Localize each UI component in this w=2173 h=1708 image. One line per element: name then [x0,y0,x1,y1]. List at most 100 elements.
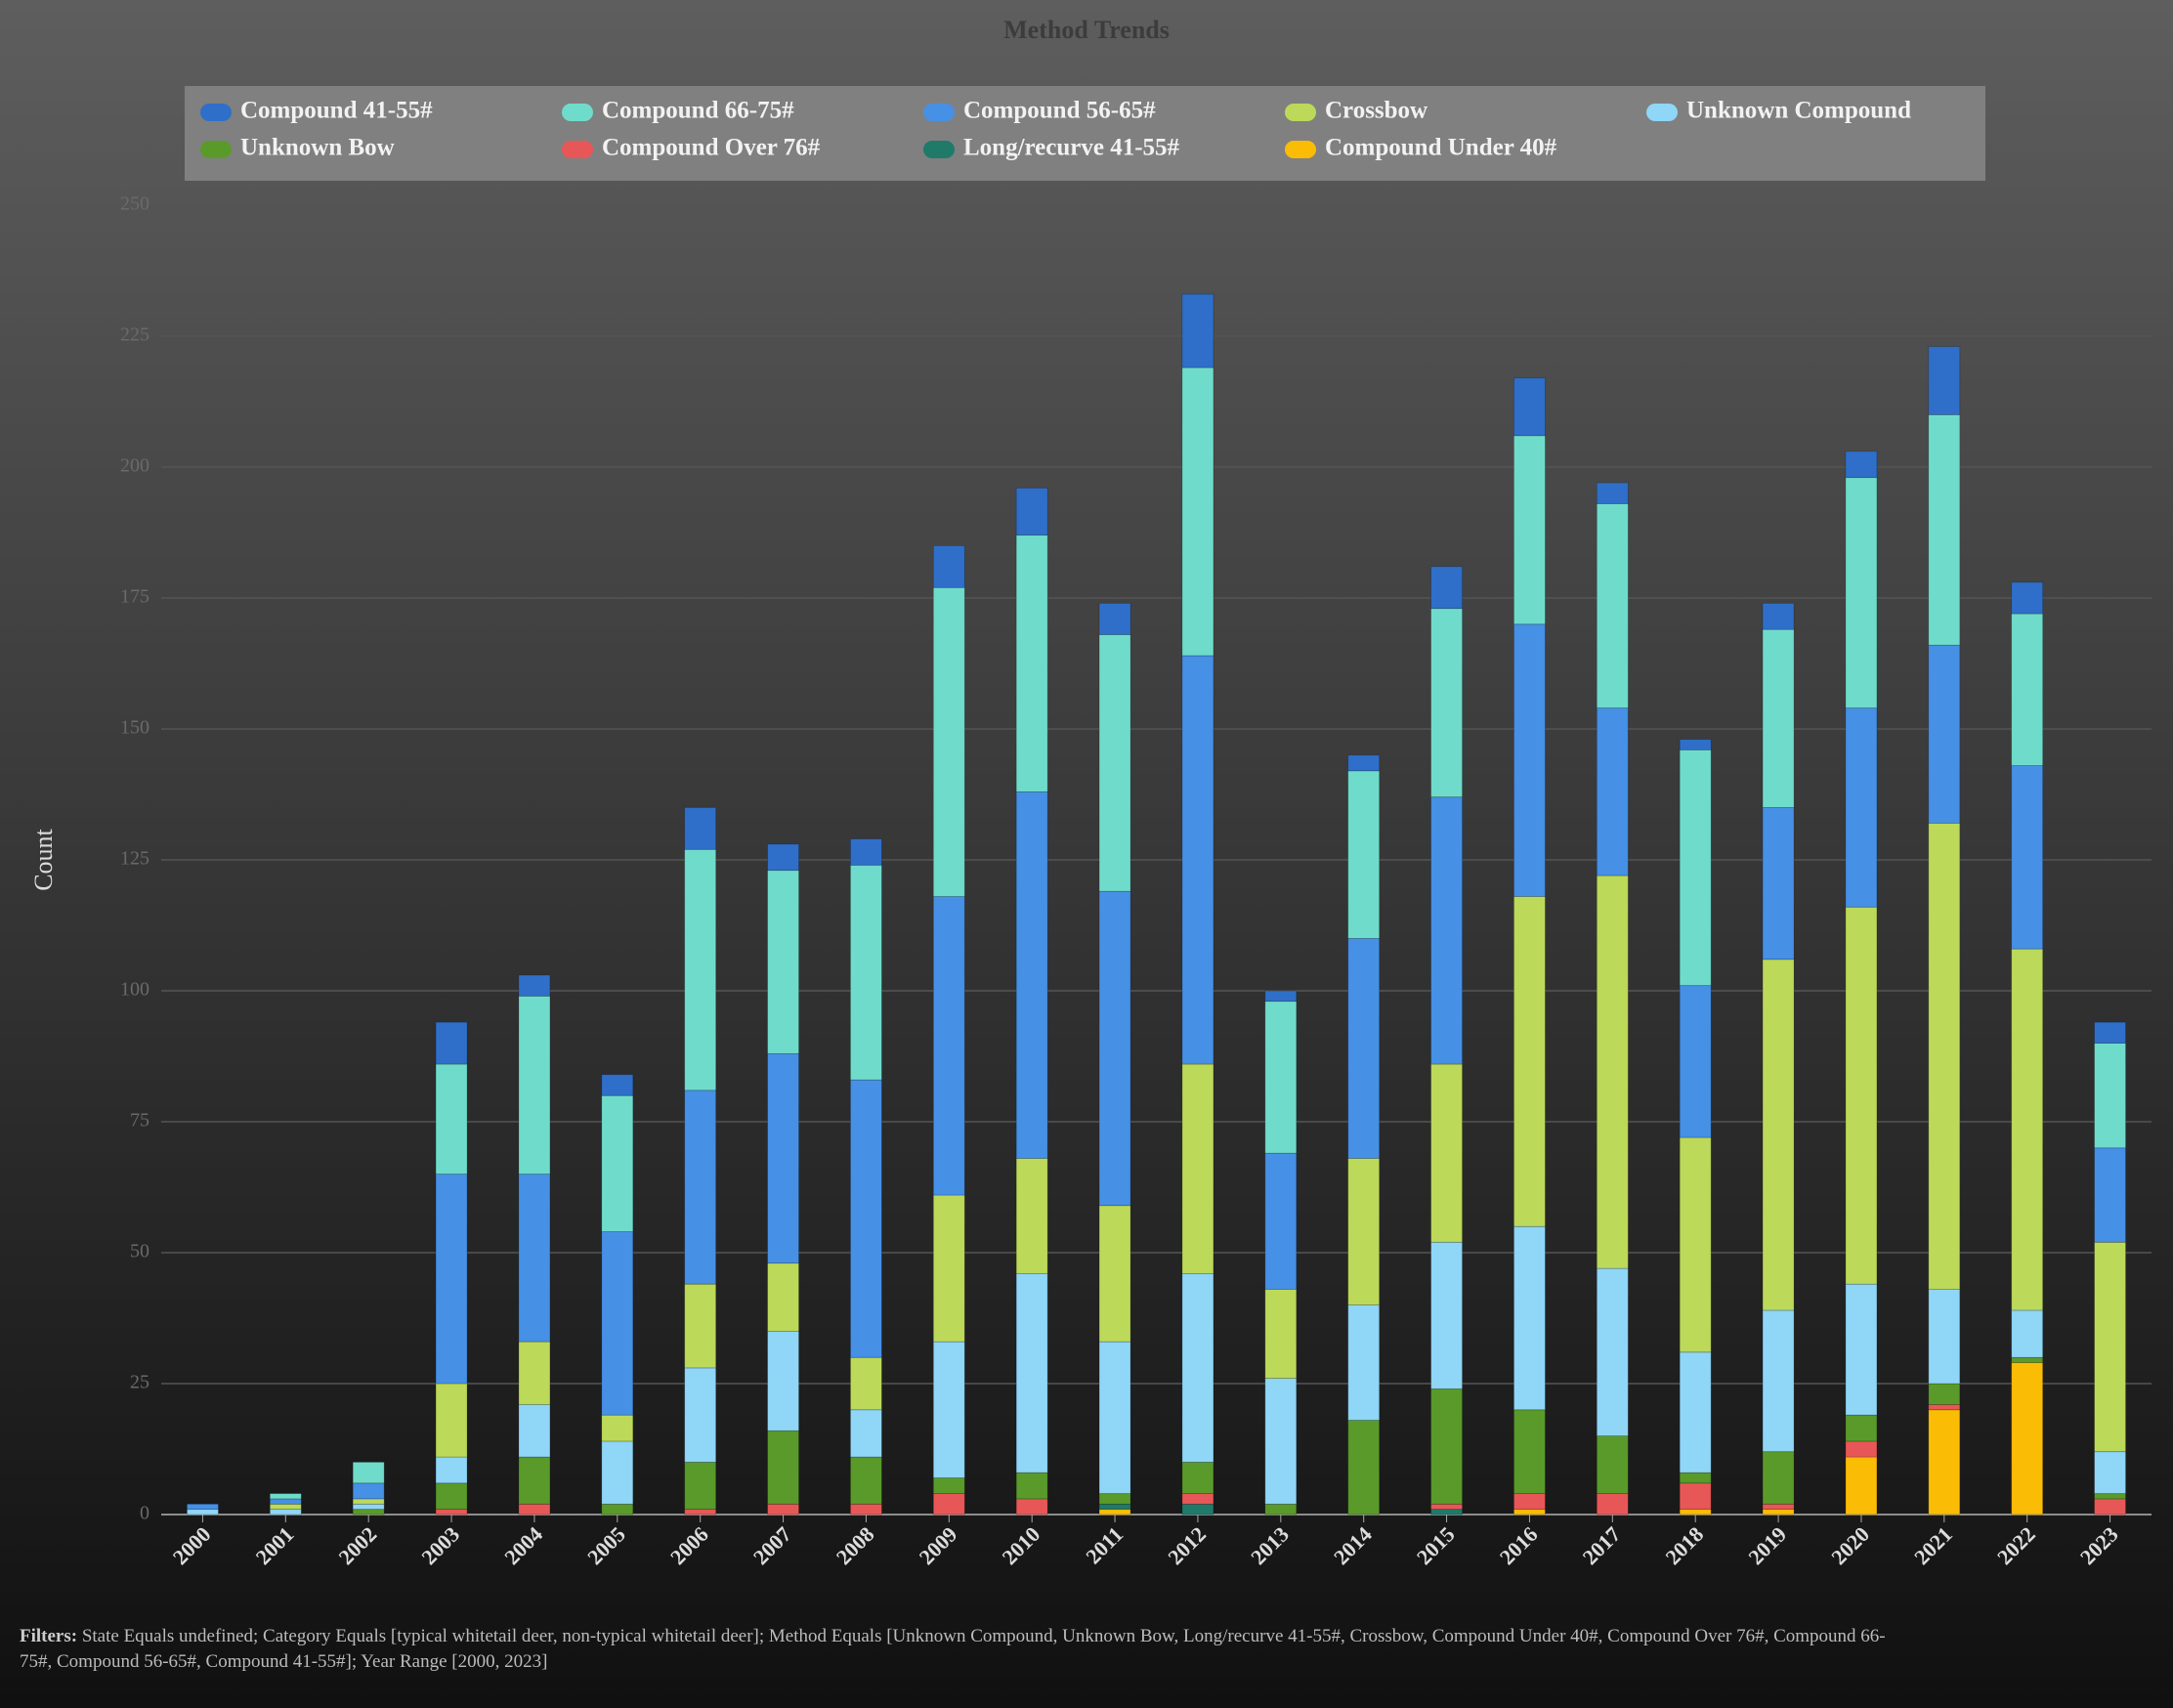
bar-segment [2011,613,2044,766]
y-tick-label: 75 [130,1110,149,1132]
bar-segment [767,1052,799,1264]
bar-segment [1181,1273,1214,1463]
x-tick-label: 2019 [1743,1521,1791,1569]
x-tick-label: 2011 [1081,1521,1128,1568]
bar-segment [1513,1225,1546,1411]
legend-label: Compound 56-65# [963,98,1156,124]
bar-segment [1347,938,1381,1159]
bar-segment [1762,959,1795,1311]
bar-segment [850,838,882,866]
x-tick-label: 2016 [1495,1521,1543,1569]
bar-segment [767,1262,799,1332]
chart: Method Trends Count 0 25 50 75 100 125 150 175 2… [29,16,2152,1569]
bar-segment [352,1498,385,1505]
bar-segment [850,1503,882,1516]
bar-segment [1430,1388,1463,1505]
x-tick-label: 2018 [1661,1521,1709,1569]
bar-segment [1596,1435,1629,1494]
bar-segment [435,1509,468,1516]
y-tick-label: 50 [130,1241,149,1262]
x-tick-label: 2007 [748,1521,796,1569]
bar-segment [1845,450,1878,479]
bar-segment [684,1462,717,1511]
x-tick-label: 2004 [499,1521,547,1569]
bar-segment [1098,602,1131,635]
bar-segment [1762,807,1795,961]
bar-segment [269,1498,302,1505]
bar-segment [1015,534,1048,792]
bar-segment [1347,1420,1381,1516]
bar-segment [1513,377,1546,437]
bar-segment [352,1503,385,1511]
bar-segment [518,1456,551,1505]
bar-segment [1347,1304,1381,1421]
bar-segment [1430,1503,1463,1511]
bar-segment [1181,366,1214,657]
bar-segment [1098,1341,1131,1494]
y-tick-label: 150 [120,717,149,739]
x-tick-label: 2022 [1992,1521,2040,1569]
bar-segment [269,1509,302,1516]
bar-segment [1015,488,1048,536]
bar-segment [1596,875,1629,1269]
x-tick-label: 2000 [168,1521,216,1569]
legend-label: Crossbow [1325,98,1427,124]
chart-title: Method Trends [1003,16,1170,44]
bar-segment [767,870,799,1054]
bar-segment [2011,1362,2044,1516]
y-tick-label: 100 [120,979,149,1001]
bar-segment [1762,1451,1795,1505]
bar-segment [1596,1493,1629,1516]
bar-segment [1596,482,1629,504]
bar-segment [1596,707,1629,876]
bar-segment [1264,1289,1298,1380]
bar-segment [1679,1509,1712,1516]
bar-segment [1098,1205,1131,1343]
x-tick-label: 2003 [416,1521,464,1569]
x-tick-label: 2005 [582,1521,630,1569]
bar-segment [269,1503,302,1511]
legend-swatch [923,141,955,158]
bar-segment [767,1331,799,1431]
bar-segment [352,1509,385,1516]
y-axis-label: Count [29,828,58,890]
x-tick-label: 2017 [1578,1521,1626,1569]
legend-swatch [1646,104,1678,121]
y-tick-label: 0 [140,1503,149,1524]
bar-segment [435,1383,468,1458]
bar-segment [187,1509,219,1516]
legend-label: Compound 66-75# [602,98,794,124]
bar-segment [1679,739,1712,750]
bar-segment [1181,1493,1214,1505]
bar-segment [601,1503,634,1516]
bar-segment [2094,1043,2126,1149]
y-tick-label: 250 [120,193,149,215]
bar-segment [601,1074,634,1096]
bar-segment [2094,1493,2126,1500]
y-tick-label: 225 [120,324,149,346]
bar-segment [1596,1267,1629,1436]
x-tick-label: 2021 [1909,1521,1957,1569]
bar-segment [1430,608,1463,798]
bar-segment [1513,435,1546,625]
legend-label: Unknown Bow [240,135,395,161]
bar-segment [1679,985,1712,1138]
bar-segment [684,807,717,850]
bar-segment [601,1440,634,1505]
bar-segment [601,1231,634,1416]
legend-label: Long/recurve 41-55# [963,135,1180,161]
bar-segment [1264,1378,1298,1505]
bar-segment [1347,754,1381,772]
x-tick-label: 2013 [1246,1521,1294,1569]
bar-segment [2011,581,2044,615]
bar-segment [1762,602,1795,630]
bar-segment [1015,1273,1048,1473]
bar-segment [435,1021,468,1065]
bar-segment [1098,1503,1131,1511]
bar-segment [1098,634,1131,892]
bar-segment [1928,823,1961,1290]
bar-segment [1015,1158,1048,1274]
bar-segment [850,1356,882,1411]
bar-segment [187,1503,219,1511]
bar-segment [1596,503,1629,708]
